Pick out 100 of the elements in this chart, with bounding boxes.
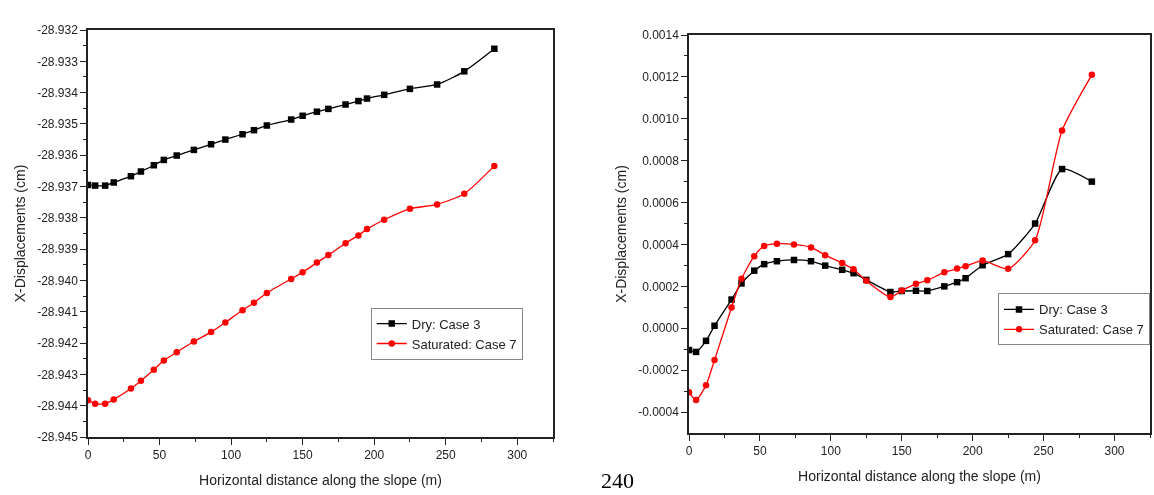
x-tick-label: 0 bbox=[84, 448, 92, 463]
x-tick-label: 300 bbox=[507, 448, 528, 463]
point bbox=[1031, 237, 1039, 244]
point bbox=[160, 357, 168, 364]
x-axis-title: Horizontal distance along the slope (m) bbox=[798, 467, 1041, 484]
point bbox=[355, 232, 362, 239]
point bbox=[433, 201, 441, 208]
y-tick-label: -28.932 bbox=[37, 23, 79, 38]
point bbox=[325, 251, 332, 259]
point bbox=[887, 293, 894, 301]
y-tick-label: -28.934 bbox=[37, 85, 79, 100]
point bbox=[101, 400, 109, 408]
x-tick-label: 300 bbox=[1104, 444, 1125, 459]
point bbox=[850, 265, 857, 273]
point bbox=[962, 263, 969, 270]
x-tick-label: 250 bbox=[435, 448, 457, 463]
point bbox=[406, 205, 414, 213]
point bbox=[1088, 178, 1096, 185]
point bbox=[962, 274, 969, 282]
point bbox=[263, 289, 271, 297]
y-tick-label: -0.0004 bbox=[638, 405, 680, 420]
y-tick-label: 0.0012 bbox=[642, 70, 680, 85]
y-tick-label: 0.0010 bbox=[642, 111, 680, 126]
y-tick-label: -28.937 bbox=[37, 179, 79, 194]
y-tick-label: -28.938 bbox=[37, 211, 79, 226]
x-tick-label: 100 bbox=[820, 444, 842, 459]
point bbox=[342, 101, 349, 108]
point bbox=[1058, 127, 1066, 134]
y-tick-label: -28.939 bbox=[37, 242, 79, 257]
point bbox=[924, 287, 931, 295]
x-tick-label: 50 bbox=[753, 444, 767, 459]
y-tick-label: -28.940 bbox=[37, 273, 79, 288]
point bbox=[821, 262, 829, 269]
x-tick-label: 250 bbox=[1033, 444, 1054, 459]
y-tick-label: -28.935 bbox=[37, 117, 79, 132]
point bbox=[222, 319, 229, 326]
point bbox=[738, 275, 745, 283]
point bbox=[1088, 71, 1096, 79]
point bbox=[941, 283, 948, 290]
point bbox=[702, 381, 710, 389]
point bbox=[91, 182, 99, 189]
x-tick-label: 50 bbox=[152, 448, 167, 463]
x-tick-label: 200 bbox=[962, 444, 984, 459]
point bbox=[953, 265, 961, 272]
x-tick-label: 200 bbox=[364, 448, 385, 463]
point bbox=[380, 216, 388, 223]
point bbox=[342, 239, 349, 247]
y-tick-label: -28.942 bbox=[37, 336, 79, 351]
point bbox=[807, 244, 815, 251]
point bbox=[299, 269, 306, 276]
point bbox=[751, 252, 758, 260]
point bbox=[838, 259, 846, 267]
point bbox=[461, 190, 468, 197]
y-tick-label: 0.0014 bbox=[642, 28, 680, 43]
point bbox=[127, 385, 135, 392]
y-tick-label: -28.944 bbox=[37, 398, 79, 413]
legend-label: Dry: Case 3 bbox=[1039, 302, 1108, 318]
point bbox=[173, 348, 180, 356]
point bbox=[491, 162, 498, 170]
point bbox=[110, 179, 117, 186]
point bbox=[207, 141, 215, 148]
y-tick-label: -28.933 bbox=[37, 54, 79, 69]
point bbox=[751, 267, 758, 274]
y-tick-label: 0.0004 bbox=[642, 237, 680, 252]
point bbox=[137, 377, 145, 384]
x-tick-label: 150 bbox=[891, 444, 913, 459]
point bbox=[821, 251, 829, 259]
legend-label: Saturated: Case 7 bbox=[1039, 322, 1144, 338]
point bbox=[287, 116, 295, 123]
point bbox=[728, 304, 735, 311]
point bbox=[711, 356, 718, 364]
point bbox=[711, 322, 718, 329]
legend-label: Dry: Case 3 bbox=[411, 316, 481, 332]
point bbox=[491, 45, 498, 53]
point bbox=[325, 105, 332, 113]
point bbox=[979, 257, 986, 264]
point bbox=[433, 81, 441, 88]
point bbox=[1031, 220, 1039, 227]
point bbox=[150, 366, 158, 373]
point bbox=[173, 152, 180, 159]
x-tick-label: 0 bbox=[685, 444, 693, 459]
y-tick-label: 0.0000 bbox=[642, 321, 680, 336]
point bbox=[101, 182, 109, 189]
point bbox=[110, 396, 117, 403]
y-tick-label: 0.0006 bbox=[642, 195, 680, 210]
y-tick-label: -28.945 bbox=[37, 430, 79, 445]
y-tick-label: 0.0008 bbox=[642, 153, 680, 168]
y-tick-label: 0.0002 bbox=[642, 279, 680, 294]
point bbox=[924, 277, 931, 284]
point bbox=[760, 242, 768, 250]
point bbox=[150, 162, 158, 169]
y-axis-title: X-Displacements (cm) bbox=[12, 164, 29, 303]
point bbox=[299, 112, 306, 120]
point bbox=[461, 68, 468, 75]
point bbox=[355, 97, 362, 105]
point bbox=[239, 306, 246, 314]
point bbox=[91, 400, 99, 408]
point bbox=[239, 131, 246, 138]
x-axis-title: Horizontal distance along the slope (m) bbox=[199, 471, 442, 488]
point bbox=[222, 136, 229, 143]
